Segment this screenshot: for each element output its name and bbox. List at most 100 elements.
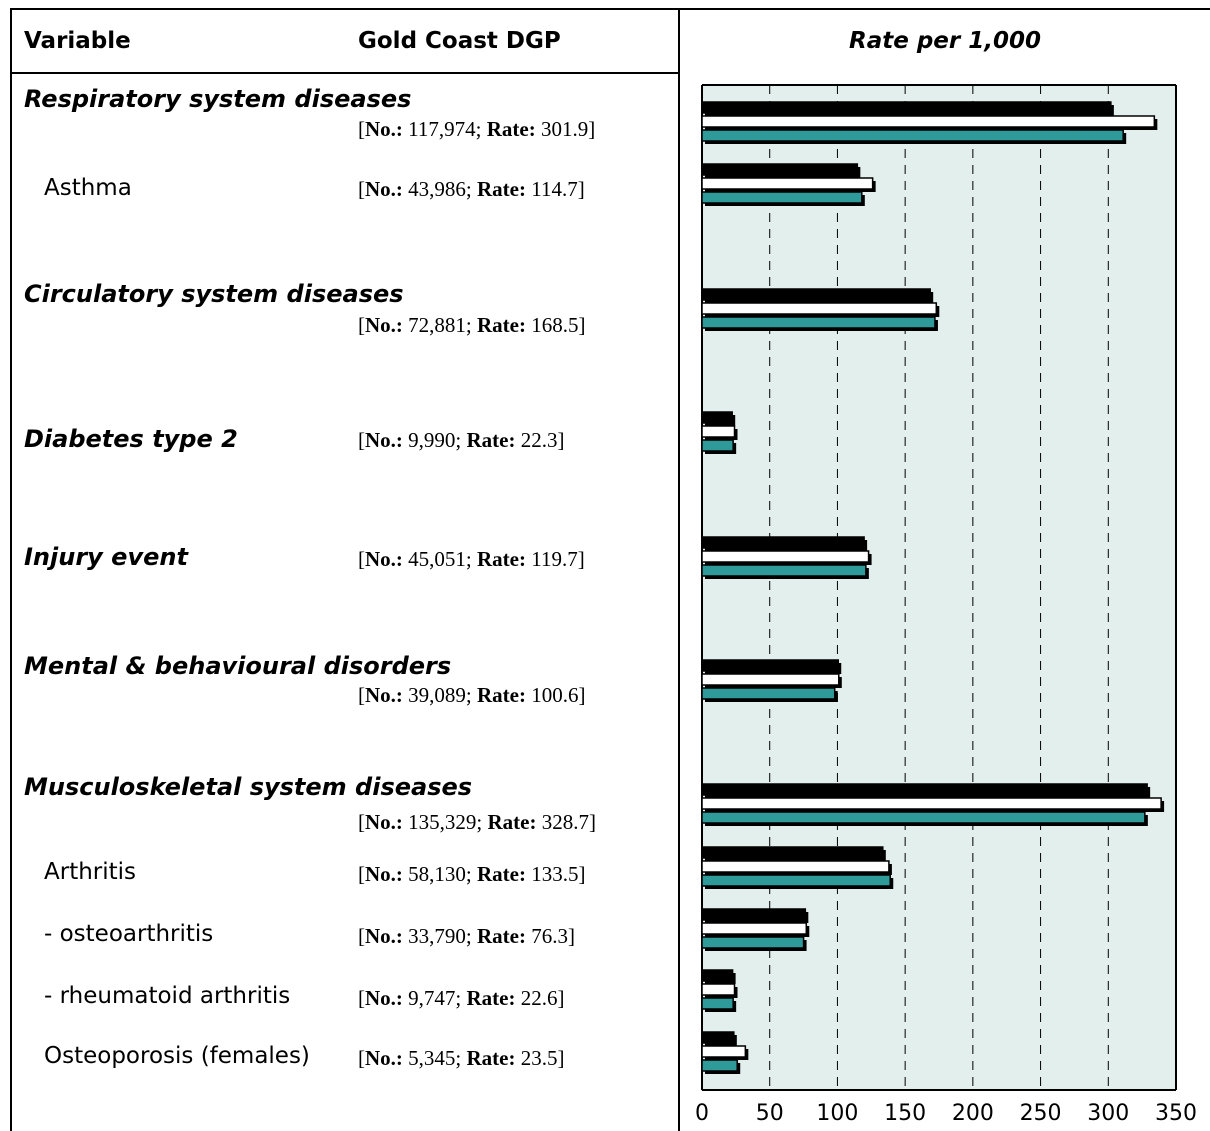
top-border — [10, 8, 1210, 10]
bar — [701, 536, 865, 549]
row-stats: [No.: 9,990; Rate: 22.3] — [358, 428, 565, 452]
bar — [701, 874, 891, 887]
row-label: Circulatory system diseases — [24, 280, 404, 308]
row-label: Diabetes type 2 — [24, 425, 238, 453]
row-count: 72,881 — [408, 313, 466, 337]
bar — [701, 908, 807, 921]
rate-label: Rate: — [477, 313, 526, 337]
rate-label: Rate: — [486, 117, 536, 141]
no-label: No.: — [365, 117, 403, 141]
bar — [701, 783, 1148, 796]
no-label: No.: — [365, 683, 403, 707]
bar — [701, 797, 1162, 810]
bar — [701, 936, 805, 949]
bar — [701, 1031, 735, 1044]
row-rate: 133.5 — [531, 862, 579, 886]
rate-label: Rate: — [477, 924, 526, 948]
bar — [701, 288, 931, 301]
row-rate: 301.9 — [540, 117, 589, 141]
rate-label: Rate: — [477, 683, 526, 707]
row-label: - osteoarthritis — [44, 921, 214, 947]
row-label: Respiratory system diseases — [24, 85, 412, 113]
row-rate: 114.7 — [531, 177, 578, 201]
column-divider — [678, 8, 680, 1131]
left-border — [10, 8, 12, 1131]
row-rate: 328.7 — [541, 810, 589, 834]
no-label: No.: — [365, 924, 403, 948]
bar — [701, 316, 936, 329]
row-label: Musculoskeletal system diseases — [24, 773, 473, 801]
bar — [701, 846, 884, 859]
no-label: No.: — [365, 1046, 403, 1070]
bar — [701, 659, 839, 672]
bar — [701, 129, 1124, 142]
no-label: No.: — [365, 428, 403, 452]
x-tick-label: 100 — [816, 1101, 858, 1126]
row-count: 33,790 — [408, 924, 466, 948]
x-tick-label: 150 — [884, 1101, 926, 1126]
row-count: 9,747 — [408, 986, 456, 1010]
row-rate: 22.6 — [520, 986, 558, 1010]
bar — [701, 997, 734, 1010]
row-count: 58,130 — [408, 862, 466, 886]
rate-label: Rate: — [466, 1046, 516, 1070]
x-tick-label: 350 — [1155, 1101, 1197, 1126]
bar — [701, 1059, 738, 1072]
row-stats: [No.: 39,089; Rate: 100.6] — [358, 683, 586, 707]
row-stats: [No.: 135,329; Rate: 328.7] — [358, 810, 596, 834]
bar — [701, 425, 736, 438]
row-count: 117,974 — [408, 117, 476, 141]
bar — [701, 922, 808, 935]
row-label: Asthma — [44, 175, 132, 201]
bar — [701, 687, 836, 700]
row-stats: [No.: 33,790; Rate: 76.3] — [358, 924, 575, 948]
no-label: No.: — [365, 177, 403, 201]
row-count: 43,986 — [408, 177, 466, 201]
row-rate: 76.3 — [531, 924, 568, 948]
bar — [701, 411, 733, 424]
header-rate-per-1000: Rate per 1,000 — [849, 28, 1041, 54]
row-label: Arthritis — [44, 859, 137, 885]
bar — [701, 983, 736, 996]
row-count: 5,345 — [408, 1046, 456, 1070]
row-label: - rheumatoid arthritis — [44, 983, 291, 1009]
bar — [701, 969, 734, 982]
rate-label: Rate: — [477, 177, 526, 201]
row-rate: 119.7 — [531, 547, 578, 571]
x-tick-label: 300 — [1087, 1101, 1129, 1126]
no-label: No.: — [365, 810, 403, 834]
row-count: 135,329 — [408, 810, 477, 834]
bar — [701, 177, 874, 190]
x-tick-label: 200 — [952, 1101, 994, 1126]
bar — [701, 811, 1146, 824]
row-count: 39,089 — [408, 683, 466, 707]
x-tick-label: 0 — [695, 1101, 709, 1126]
row-stats: [No.: 9,747; Rate: 22.6] — [358, 986, 565, 1010]
row-label: Injury event — [24, 543, 188, 571]
x-tick-label: 250 — [1020, 1101, 1062, 1126]
bar — [701, 673, 840, 686]
row-rate: 23.5 — [520, 1046, 558, 1070]
x-tick-label: 50 — [756, 1101, 784, 1126]
bar — [701, 564, 867, 577]
bar — [701, 439, 734, 452]
row-stats: [No.: 72,881; Rate: 168.5] — [358, 313, 586, 337]
bar — [701, 1045, 747, 1058]
rate-label: Rate: — [477, 547, 526, 571]
row-stats: [No.: 45,051; Rate: 119.7] — [358, 547, 585, 571]
bar — [701, 550, 870, 563]
bar — [701, 101, 1112, 114]
no-label: No.: — [365, 862, 403, 886]
rate-label: Rate: — [487, 810, 537, 834]
row-label: Osteoporosis (females) — [44, 1043, 310, 1069]
bar — [701, 115, 1156, 128]
no-label: No.: — [365, 547, 403, 571]
rate-label: Rate: — [466, 428, 516, 452]
bar — [701, 163, 859, 176]
row-stats: [No.: 5,345; Rate: 23.5] — [358, 1046, 565, 1070]
row-stats: [No.: 58,130; Rate: 133.5] — [358, 862, 586, 886]
row-stats: [No.: 43,986; Rate: 114.7] — [358, 177, 585, 201]
rate-label: Rate: — [466, 986, 516, 1010]
